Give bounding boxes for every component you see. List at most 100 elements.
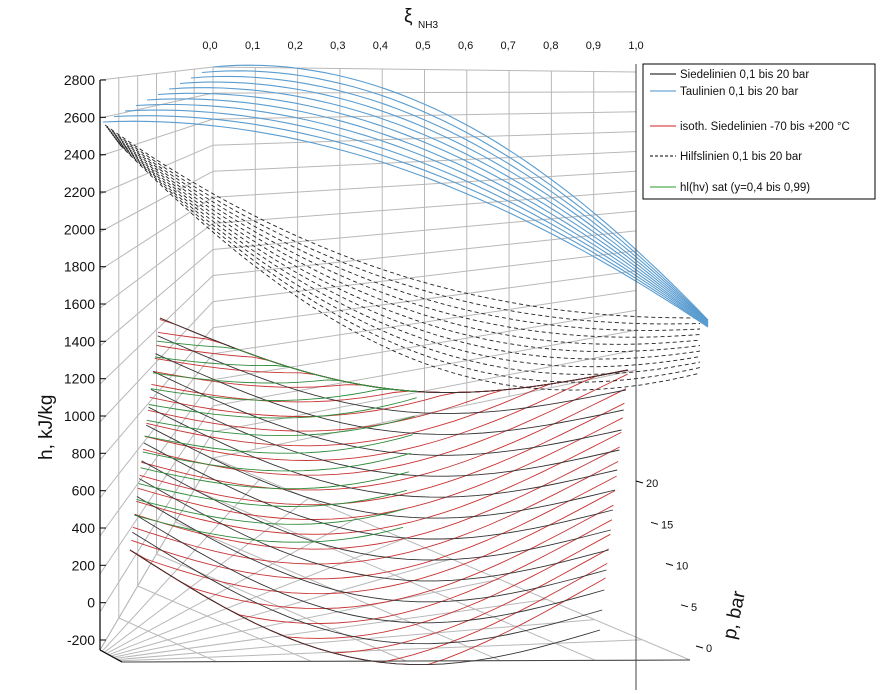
isotherm-line: [154, 357, 629, 393]
z-axis-label: p, bar: [719, 588, 750, 641]
y-axis-label: h, kJ/kg: [36, 395, 57, 460]
x-tick-label: 0,8: [543, 40, 558, 52]
green-line: [146, 415, 415, 437]
bubble-line: [129, 549, 601, 666]
green-line: [144, 434, 413, 454]
grid-floor-b: [118, 617, 217, 663]
y-tick-label: 800: [72, 445, 96, 461]
y-tick-label: -200: [67, 632, 95, 648]
dew-surface: [102, 64, 709, 328]
grid-floor-b: [194, 489, 596, 661]
z-tick-label: 10: [676, 561, 688, 573]
z-tick-label: 20: [646, 478, 658, 490]
auxiliary-line: [107, 128, 701, 331]
dew-line: [179, 81, 709, 323]
isotherm-line: [136, 431, 622, 535]
auxiliary-line: [106, 126, 701, 325]
bubble-line: [148, 406, 618, 498]
grid-back-h: [212, 151, 637, 172]
dew-line: [212, 64, 709, 321]
dew-line: [157, 92, 709, 324]
bubble-line: [155, 353, 624, 435]
dew-line: [135, 103, 709, 326]
z-tick-label: 0: [706, 643, 712, 655]
isotherm-line: [129, 533, 611, 639]
bubble-line: [132, 531, 603, 645]
tick-labels: 2800260024002200200018001600140012001000…: [64, 40, 712, 655]
legend-label-1: Taulinien 0,1 bis 20 bar: [680, 86, 798, 98]
green-line: [140, 467, 410, 490]
grid-floor-b: [137, 585, 312, 662]
x-tick-label: 1,0: [628, 40, 643, 52]
isotherm-line: [129, 504, 614, 610]
auxiliary-line: [110, 132, 701, 345]
isotherm-line: [129, 549, 606, 666]
bubble-line: [138, 478, 609, 582]
bubble-line: [141, 460, 611, 561]
grid-back-h: [212, 250, 637, 303]
grid-back-h: [212, 170, 637, 198]
dew-line: [124, 109, 709, 327]
bubble-line: [145, 424, 616, 519]
axis-frame: [99, 64, 691, 690]
y-tick-label: 1800: [64, 259, 95, 275]
x-axis-label: ξ: [404, 6, 413, 27]
grid-back-h: [212, 66, 637, 73]
auxiliary-line: [115, 138, 701, 368]
dew-line: [102, 120, 709, 328]
z-tick-label: 15: [661, 519, 673, 531]
z-tick-label: 5: [691, 602, 697, 614]
auxiliary-line: [112, 134, 701, 353]
grid-back-h: [212, 230, 637, 276]
isotherm-line: [139, 402, 625, 506]
frame-bottom: [121, 659, 691, 663]
legend-label-3: Hilfslinien 0,1 bis 20 bar: [680, 151, 802, 163]
x-axis-label-sub: NH3: [418, 20, 438, 31]
dew-line: [190, 75, 709, 322]
grid-floor-b: [212, 457, 691, 661]
y-tick-label: 1600: [64, 296, 95, 312]
y-tick-label: 400: [72, 520, 96, 536]
green-line: [138, 483, 408, 507]
x-tick-label: 0,5: [415, 40, 430, 52]
legend-label-2: isoth. Siedelinien -70 bis +200 °C: [680, 121, 850, 133]
x-tick-label: 0,1: [245, 40, 260, 52]
grid-back-h: [212, 290, 637, 355]
grid-back-h: [212, 131, 637, 146]
isotherm-line: [142, 373, 628, 476]
legend-label-4: hl(hv) sat (y=0,4 bis 0,99): [680, 182, 810, 194]
x-tick-label: 0,3: [330, 40, 345, 52]
y-tick-label: 2400: [64, 147, 95, 163]
auxiliary-surface: [104, 124, 701, 391]
z-tick-mark: [695, 645, 704, 649]
y-tick-label: 2800: [64, 72, 95, 88]
z-tick-mark: [665, 563, 674, 566]
green-line: [156, 340, 418, 392]
bubble-line: [134, 513, 605, 624]
y-tick-label: 1400: [64, 333, 95, 349]
green-line: [152, 372, 418, 392]
legend-label-0: Siedelinien 0,1 bis 20 bar: [680, 69, 809, 81]
x-tick-label: 0,6: [458, 40, 473, 52]
z-tick-mark: [650, 521, 659, 525]
isotherm-line: [134, 446, 620, 550]
auxiliary-line: [116, 140, 701, 375]
isotherm-line: [132, 461, 619, 565]
grid-back-h: [212, 329, 637, 407]
z-tick-mark: [635, 480, 644, 484]
x-tick-label: 0,4: [373, 40, 388, 52]
grid-floor-b: [175, 521, 501, 662]
y-tick-label: 2200: [64, 184, 95, 200]
dew-line: [146, 98, 709, 325]
bubble-surface: [129, 317, 629, 666]
y-tick-label: 2600: [64, 109, 95, 125]
green-line: [150, 388, 418, 401]
green-line: [136, 498, 406, 525]
auxiliary-line: [118, 142, 701, 383]
y-tick-label: 200: [72, 557, 96, 573]
legend-box: [642, 63, 876, 200]
x-tick-label: 0,9: [586, 40, 601, 52]
green-line: [148, 397, 417, 419]
grid-back-h: [212, 91, 637, 94]
